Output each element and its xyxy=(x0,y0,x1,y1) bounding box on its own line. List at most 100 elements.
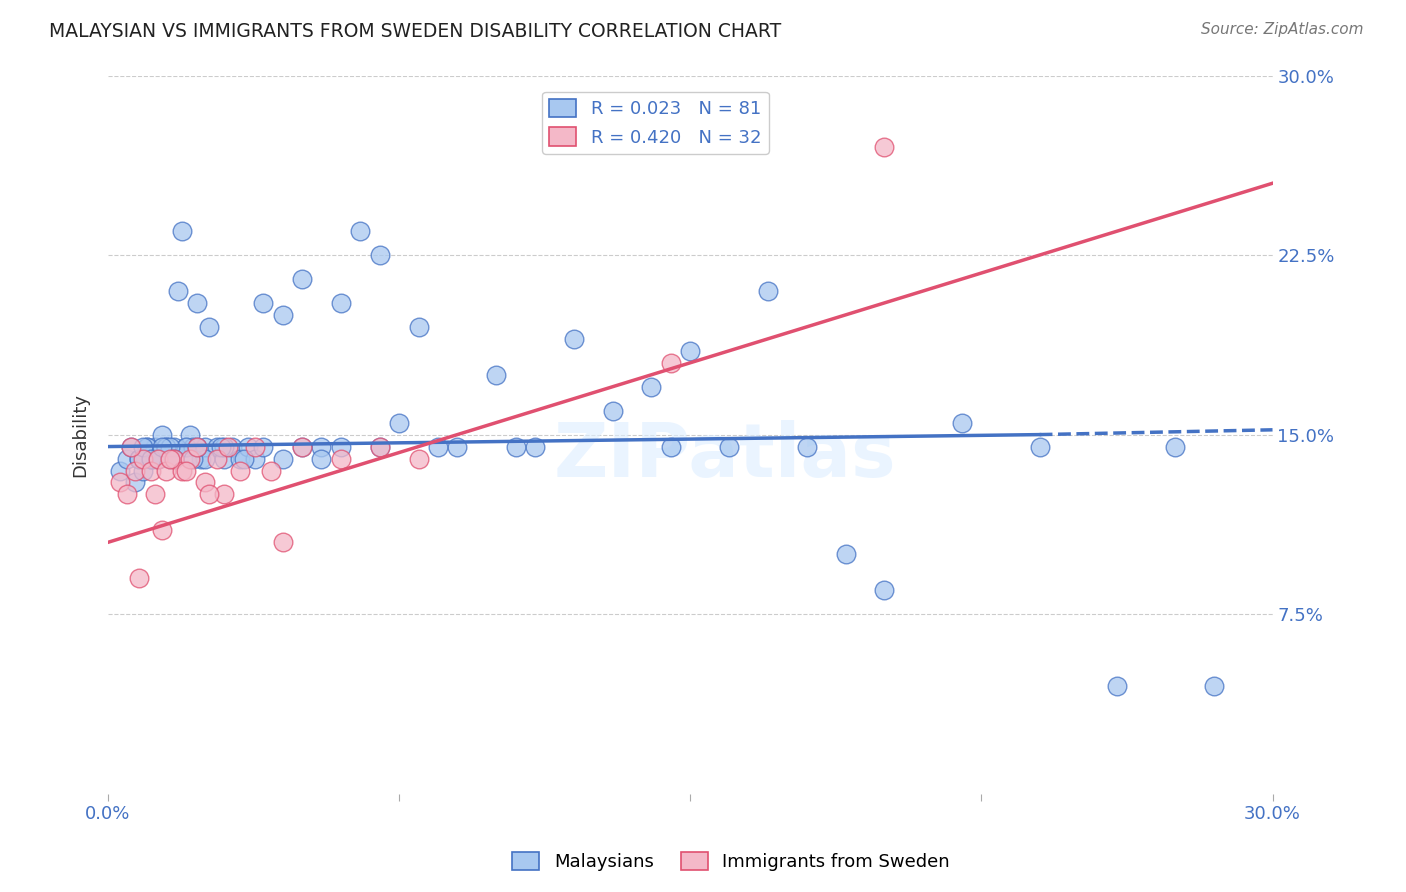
Point xyxy=(311,440,333,454)
Point xyxy=(155,463,177,477)
Point xyxy=(1204,679,1226,693)
Point xyxy=(186,296,208,310)
Y-axis label: Disability: Disability xyxy=(72,392,89,476)
Point xyxy=(659,440,682,454)
Point xyxy=(194,475,217,490)
Point xyxy=(368,440,391,454)
Point xyxy=(198,487,221,501)
Point xyxy=(950,416,973,430)
Point xyxy=(271,308,294,322)
Point xyxy=(229,463,252,477)
Point xyxy=(139,451,162,466)
Point xyxy=(128,451,150,466)
Point xyxy=(117,451,139,466)
Point xyxy=(426,440,449,454)
Point xyxy=(205,451,228,466)
Point xyxy=(128,451,150,466)
Point xyxy=(108,475,131,490)
Point xyxy=(135,440,157,454)
Point xyxy=(132,463,155,477)
Point xyxy=(194,451,217,466)
Point xyxy=(143,487,166,501)
Text: Source: ZipAtlas.com: Source: ZipAtlas.com xyxy=(1201,22,1364,37)
Point xyxy=(1028,440,1050,454)
Point xyxy=(163,451,186,466)
Point xyxy=(214,440,236,454)
Point xyxy=(368,440,391,454)
Point xyxy=(124,475,146,490)
Point xyxy=(179,427,201,442)
Point xyxy=(834,547,856,561)
Point xyxy=(873,583,896,598)
Point xyxy=(159,451,181,466)
Point xyxy=(229,451,252,466)
Point xyxy=(485,368,508,382)
Point xyxy=(1164,440,1187,454)
Point xyxy=(873,140,896,154)
Point xyxy=(183,440,205,454)
Point xyxy=(245,451,267,466)
Point xyxy=(271,535,294,549)
Point xyxy=(679,343,702,358)
Point xyxy=(718,440,741,454)
Point xyxy=(329,451,352,466)
Point xyxy=(260,463,283,477)
Point xyxy=(183,451,205,466)
Point xyxy=(150,440,173,454)
Point xyxy=(120,440,142,454)
Point xyxy=(170,463,193,477)
Point xyxy=(124,463,146,477)
Point xyxy=(291,440,314,454)
Point xyxy=(117,487,139,501)
Point xyxy=(174,440,197,454)
Point xyxy=(198,319,221,334)
Legend: Malaysians, Immigrants from Sweden: Malaysians, Immigrants from Sweden xyxy=(505,845,957,879)
Point xyxy=(150,524,173,538)
Point xyxy=(408,319,430,334)
Point xyxy=(562,332,585,346)
Point xyxy=(163,451,186,466)
Point xyxy=(524,440,547,454)
Point xyxy=(329,296,352,310)
Point xyxy=(143,451,166,466)
Point xyxy=(163,440,186,454)
Point xyxy=(232,451,254,466)
Point xyxy=(209,440,232,454)
Point xyxy=(148,451,170,466)
Point xyxy=(139,463,162,477)
Point xyxy=(194,440,217,454)
Point xyxy=(388,416,411,430)
Point xyxy=(150,427,173,442)
Point xyxy=(135,440,157,454)
Point xyxy=(659,356,682,370)
Point xyxy=(446,440,468,454)
Point xyxy=(408,451,430,466)
Point xyxy=(174,463,197,477)
Legend: R = 0.023   N = 81, R = 0.420   N = 32: R = 0.023 N = 81, R = 0.420 N = 32 xyxy=(543,92,769,154)
Point xyxy=(174,440,197,454)
Point xyxy=(329,440,352,454)
Text: ZIPatlas: ZIPatlas xyxy=(554,419,897,492)
Point xyxy=(349,224,371,238)
Point xyxy=(108,463,131,477)
Point xyxy=(179,451,201,466)
Point xyxy=(128,571,150,585)
Point xyxy=(214,487,236,501)
Point xyxy=(756,284,779,298)
Point xyxy=(217,440,239,454)
Point xyxy=(159,451,181,466)
Point xyxy=(186,440,208,454)
Point xyxy=(602,403,624,417)
Point xyxy=(159,440,181,454)
Point xyxy=(505,440,527,454)
Point xyxy=(291,440,314,454)
Point xyxy=(236,440,259,454)
Point xyxy=(640,380,662,394)
Point xyxy=(221,440,243,454)
Point xyxy=(132,440,155,454)
Text: MALAYSIAN VS IMMIGRANTS FROM SWEDEN DISABILITY CORRELATION CHART: MALAYSIAN VS IMMIGRANTS FROM SWEDEN DISA… xyxy=(49,22,782,41)
Point xyxy=(167,284,190,298)
Point xyxy=(1107,679,1129,693)
Point xyxy=(291,272,314,286)
Point xyxy=(155,440,177,454)
